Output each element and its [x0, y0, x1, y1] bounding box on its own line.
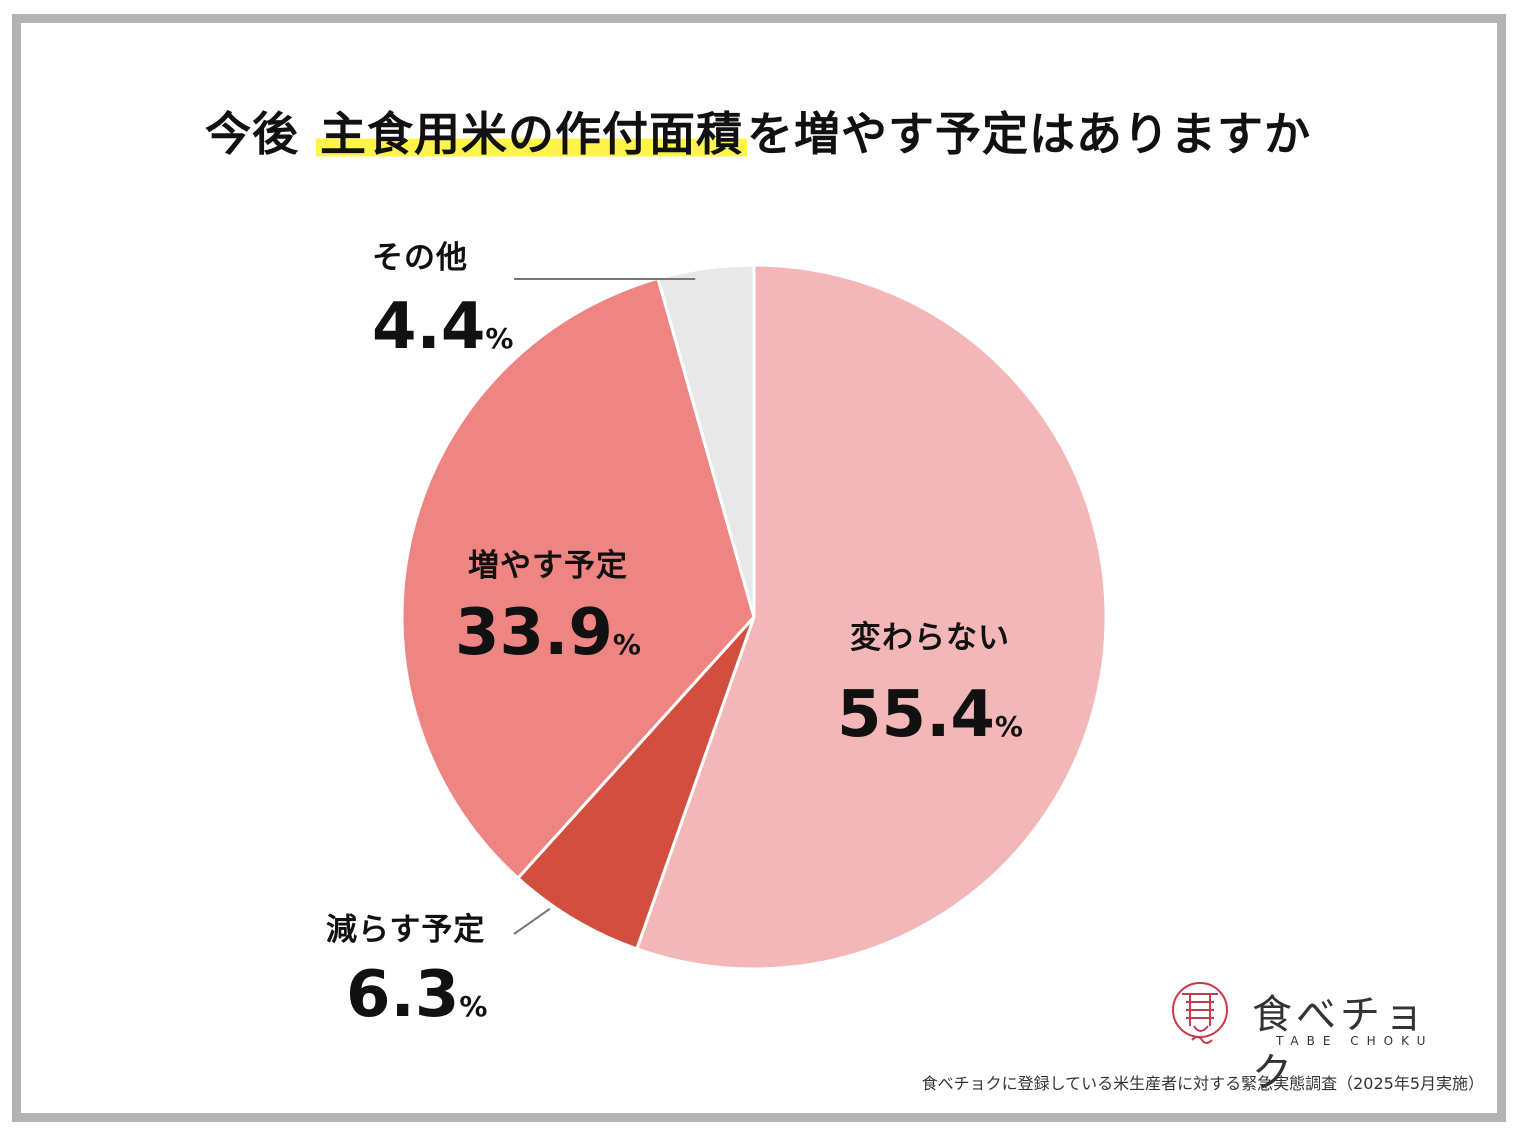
slice-unit-sonota: % [485, 322, 514, 355]
label-sonota: その他 4.4% [330, 232, 514, 364]
chart-title: 今後 主食用米の作付面積を増やす予定はありますか [0, 98, 1516, 164]
title-prefix: 今後 [204, 107, 299, 161]
logo-mark-icon [1172, 982, 1228, 1044]
slice-label-fuyasu: 増やす予定 [468, 548, 628, 584]
slice-unit-fuyasu: % [612, 628, 641, 661]
logo-sub: TABE CHOKU [1276, 1034, 1434, 1048]
slice-label-kawaranai: 変わらない [850, 620, 1010, 656]
title-suffix: を増やす予定はありますか [747, 107, 1311, 161]
slice-value-fuyasu: 33.9 [455, 596, 613, 670]
slice-value-herasu: 6.3 [346, 958, 460, 1032]
pie-slice-2 [400, 276, 756, 881]
leader-line-herasu [513, 908, 551, 935]
label-herasu: 減らす予定 6.3% [318, 904, 508, 1027]
label-fuyasu: 増やす予定 33.9% [418, 540, 678, 665]
pie-slice-1 [515, 615, 756, 951]
label-kawaranai: 変わらない 55.4% [800, 612, 1060, 747]
tabechoku-logo: 食べチョク TABE CHOKU [1168, 980, 1458, 1096]
slice-unit-herasu: % [459, 990, 488, 1023]
title-highlight: 主食用米の作付面積 [316, 107, 747, 161]
slice-value-kawaranai: 55.4 [837, 678, 995, 752]
source-note: 食べチョクに登録している米生産者に対する緊急実態調査（2025年5月実施） [921, 1074, 1484, 1093]
logo-name: 食べチョク [1252, 992, 1428, 1096]
slice-label-sonota: その他 [372, 240, 468, 276]
slice-unit-kawaranai: % [994, 710, 1023, 743]
slice-value-sonota: 4.4 [372, 290, 486, 364]
slice-label-herasu: 減らす予定 [326, 912, 486, 948]
